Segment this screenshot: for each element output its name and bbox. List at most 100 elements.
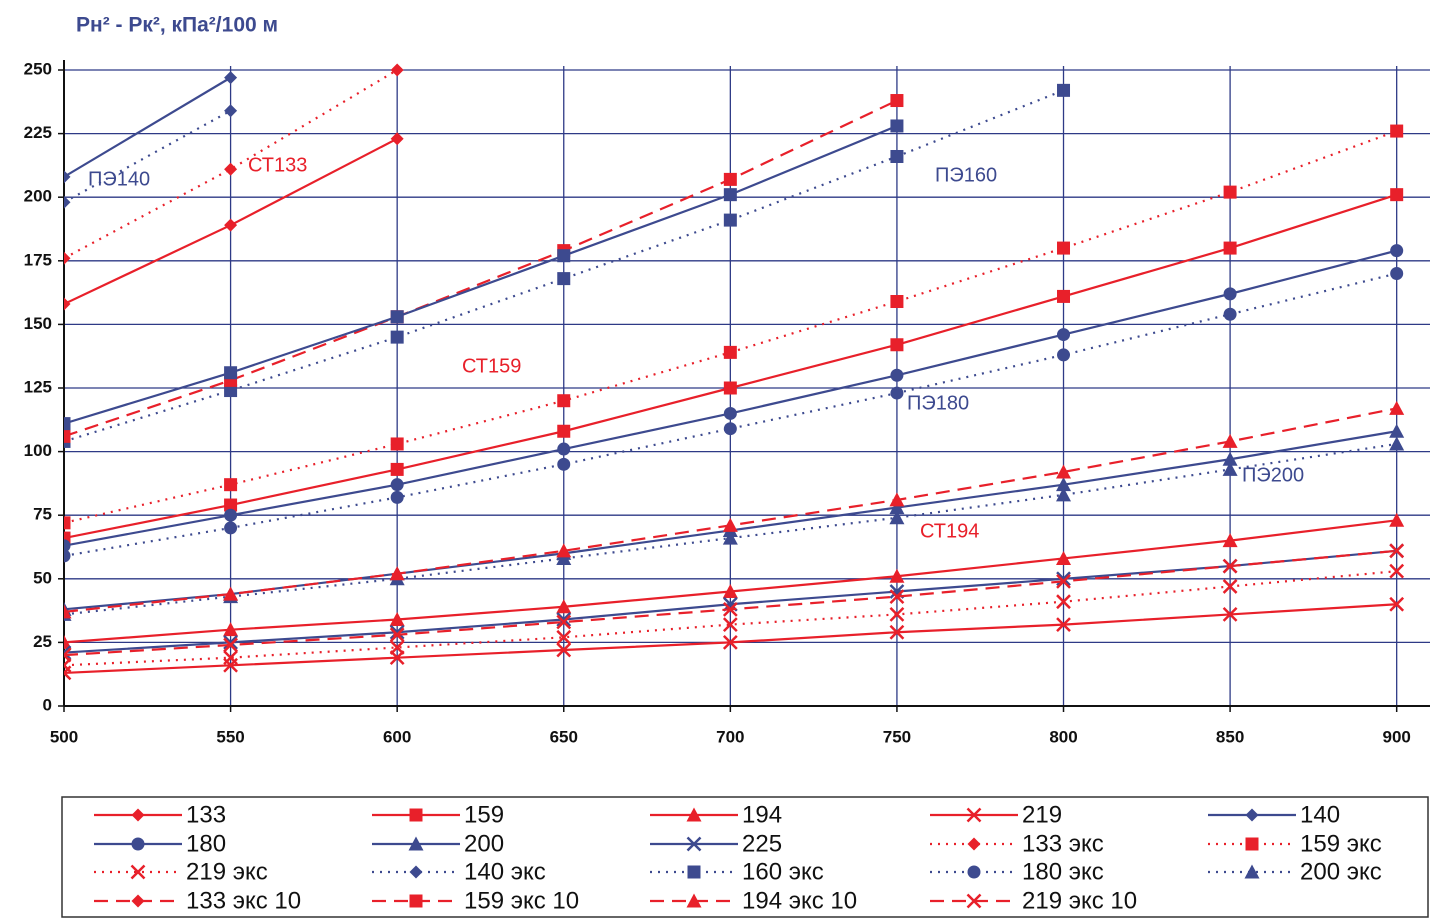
marker xyxy=(1389,512,1405,527)
marker xyxy=(224,218,238,232)
marker xyxy=(723,381,737,395)
marker xyxy=(1056,464,1072,479)
legend-label: 133 экс xyxy=(1022,830,1104,857)
marker xyxy=(389,627,405,643)
marker xyxy=(723,188,737,202)
plot-area xyxy=(64,63,1405,681)
marker xyxy=(966,893,982,909)
marker xyxy=(556,543,572,558)
marker xyxy=(224,498,238,512)
marker xyxy=(389,566,405,581)
marker xyxy=(890,94,904,108)
marker xyxy=(1223,241,1237,255)
marker xyxy=(889,492,905,507)
marker xyxy=(390,63,404,77)
x-tick-label: 500 xyxy=(50,727,78,746)
marker xyxy=(224,162,238,176)
marker xyxy=(889,500,905,515)
marker xyxy=(890,119,904,133)
marker xyxy=(890,295,904,309)
marker xyxy=(390,310,404,324)
marker xyxy=(967,865,981,879)
marker xyxy=(556,614,572,630)
marker xyxy=(223,635,238,650)
marker xyxy=(1056,573,1071,589)
marker xyxy=(64,195,71,209)
marker xyxy=(557,424,571,438)
marker xyxy=(686,893,702,908)
marker xyxy=(1222,433,1238,448)
marker xyxy=(1057,328,1071,342)
marker xyxy=(556,612,572,627)
legend-label: 180 xyxy=(186,830,226,857)
marker xyxy=(390,437,404,451)
marker xyxy=(1389,596,1405,612)
marker xyxy=(722,635,738,650)
marker xyxy=(224,71,238,85)
marker xyxy=(1390,124,1404,138)
marker xyxy=(556,599,572,614)
marker xyxy=(223,650,238,666)
marker xyxy=(131,808,145,822)
marker xyxy=(1222,451,1238,466)
x-tick-label: 550 xyxy=(216,727,244,746)
marker xyxy=(1223,287,1237,301)
marker xyxy=(1056,487,1072,502)
marker xyxy=(64,531,71,545)
marker xyxy=(64,539,71,553)
marker xyxy=(1057,83,1071,97)
marker xyxy=(224,478,238,492)
marker xyxy=(64,647,72,663)
marker xyxy=(722,601,738,617)
marker xyxy=(890,386,904,400)
marker xyxy=(409,894,423,908)
marker xyxy=(722,517,738,532)
annotation: ПЭ160 xyxy=(935,164,997,186)
marker xyxy=(557,272,571,286)
legend-label: 159 экс 10 xyxy=(464,887,579,914)
marker xyxy=(64,604,72,619)
marker xyxy=(64,429,71,443)
annotation: СТ194 xyxy=(920,520,979,542)
marker xyxy=(686,836,702,852)
x-tick-label: 650 xyxy=(550,727,578,746)
marker xyxy=(1223,307,1237,321)
marker xyxy=(1389,543,1405,559)
marker xyxy=(1056,477,1072,492)
marker xyxy=(64,251,71,265)
marker xyxy=(130,864,146,880)
marker xyxy=(557,457,571,471)
marker xyxy=(224,508,238,522)
marker xyxy=(223,586,239,601)
marker xyxy=(409,808,423,822)
y-tick-label: 75 xyxy=(33,505,52,524)
marker xyxy=(557,394,571,408)
marker xyxy=(390,490,404,504)
marker xyxy=(1389,400,1405,415)
marker xyxy=(1057,289,1071,303)
marker xyxy=(389,624,405,640)
marker xyxy=(556,642,572,658)
y-tick-label: 200 xyxy=(24,187,52,206)
marker xyxy=(390,330,404,344)
marker xyxy=(722,617,738,632)
marker xyxy=(224,104,238,118)
marker xyxy=(390,478,404,492)
marker xyxy=(1056,571,1071,587)
marker xyxy=(722,530,738,545)
marker xyxy=(224,384,238,398)
legend-label: 133 xyxy=(186,801,226,828)
legend-label: 160 экс xyxy=(742,858,824,885)
marker xyxy=(1222,533,1238,548)
marker xyxy=(556,629,572,645)
marker xyxy=(390,462,404,476)
series-line xyxy=(64,99,898,438)
y-tick-label: 150 xyxy=(24,314,52,333)
legend-label: 180 экс xyxy=(1022,858,1104,885)
marker xyxy=(1390,267,1404,281)
marker xyxy=(1245,808,1259,822)
marker xyxy=(1057,348,1071,362)
marker xyxy=(1390,244,1404,258)
marker xyxy=(723,406,737,420)
